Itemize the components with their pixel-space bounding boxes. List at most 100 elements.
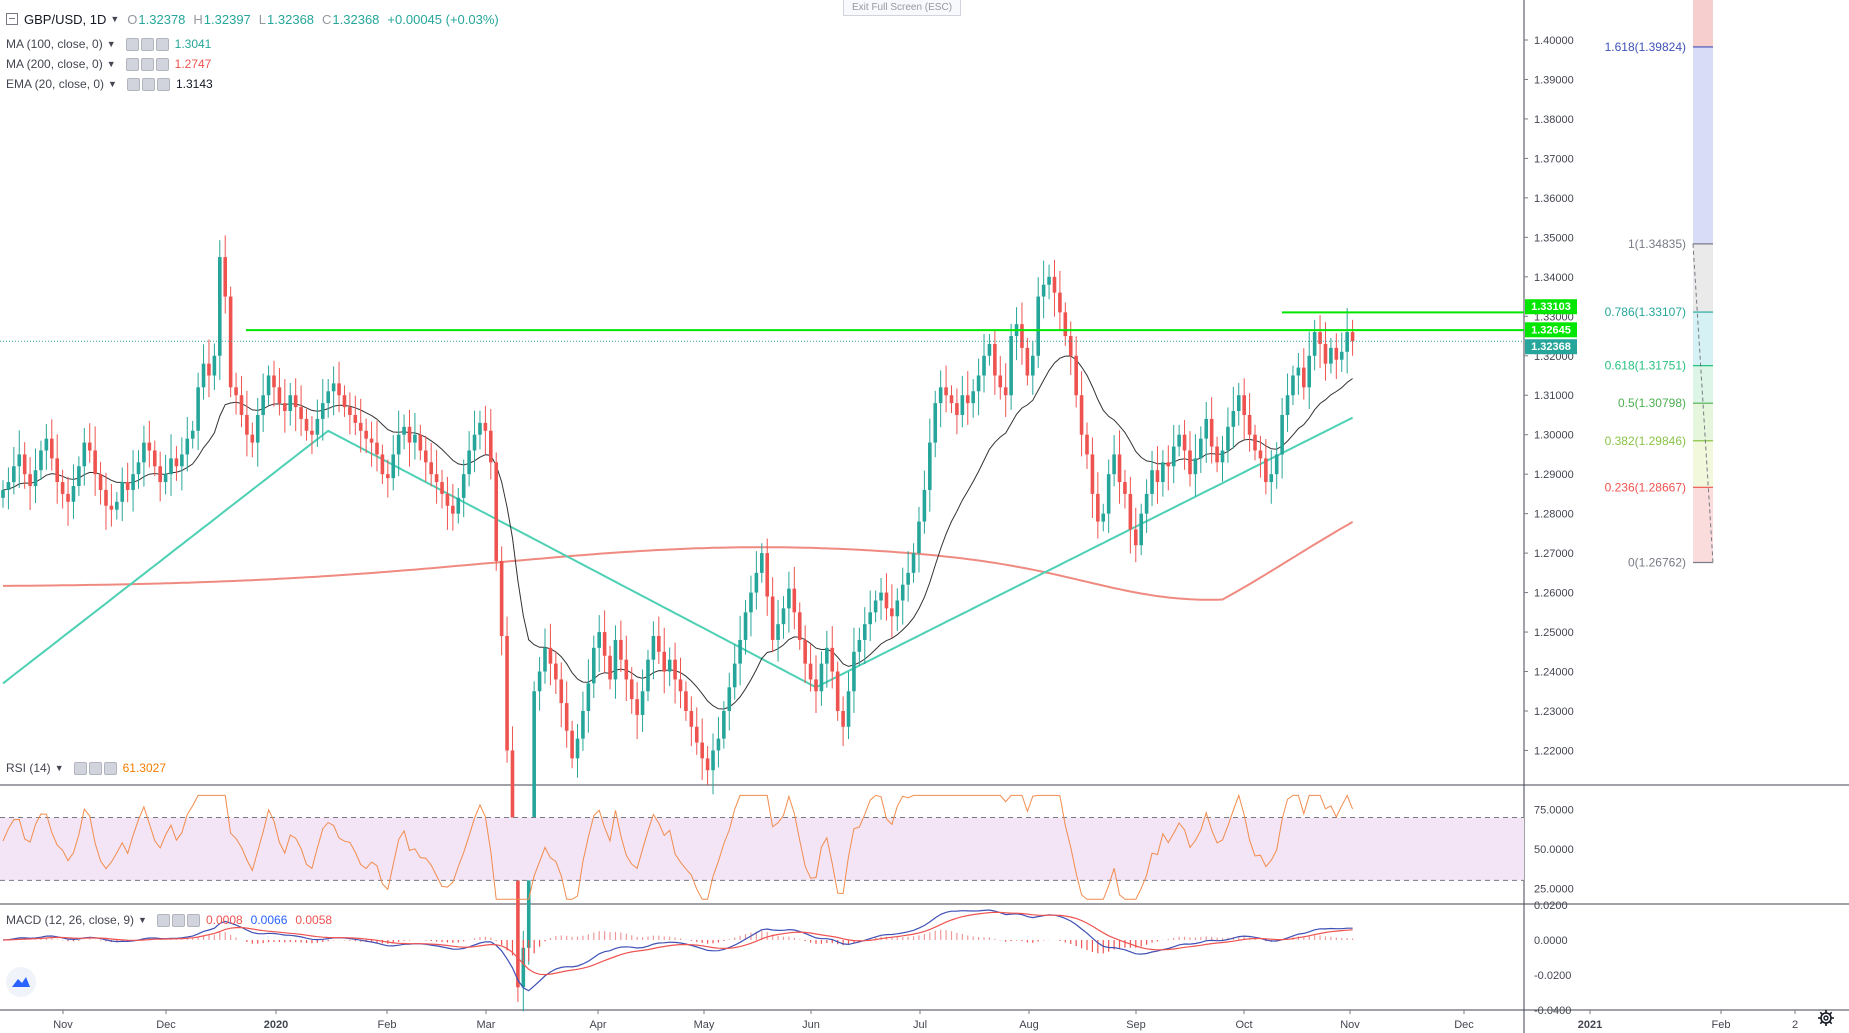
gear-icon[interactable] bbox=[141, 77, 155, 91]
candle-body bbox=[808, 663, 813, 680]
candle-body bbox=[310, 430, 314, 435]
indicator-buttons[interactable] bbox=[125, 37, 169, 51]
candle-body bbox=[1215, 446, 1219, 463]
candle-body bbox=[532, 691, 536, 869]
chevron-down-icon[interactable]: ▼ bbox=[106, 59, 116, 69]
close-icon[interactable] bbox=[103, 761, 117, 775]
candle-body bbox=[1009, 336, 1013, 396]
open-label: O bbox=[127, 11, 138, 27]
eye-icon[interactable] bbox=[156, 913, 170, 927]
tradingview-logo[interactable] bbox=[6, 967, 36, 997]
macd-legend[interactable]: MACD (12, 26, close, 9) ▼ 0.0008 0.0066 … bbox=[6, 911, 332, 929]
candle-body bbox=[819, 663, 824, 692]
candle-body bbox=[1350, 332, 1355, 342]
gear-icon[interactable] bbox=[171, 913, 185, 927]
eye-icon[interactable] bbox=[125, 37, 139, 51]
candle-body bbox=[1204, 418, 1209, 439]
candle-body bbox=[386, 474, 390, 479]
gear-icon[interactable] bbox=[88, 761, 102, 775]
fib-zone bbox=[1693, 403, 1713, 441]
indicator-buttons[interactable] bbox=[156, 913, 200, 927]
rsi-band bbox=[0, 817, 1524, 881]
candle-body bbox=[862, 624, 867, 640]
candle-body bbox=[917, 521, 921, 554]
rsi-legend[interactable]: RSI (14) ▼ 61.3027 bbox=[6, 759, 166, 777]
close-value: 1.32368 bbox=[332, 11, 380, 27]
chevron-down-icon[interactable]: ▼ bbox=[108, 79, 117, 89]
candle-body bbox=[261, 395, 265, 415]
close-icon[interactable] bbox=[155, 57, 169, 71]
indicator-buttons[interactable] bbox=[125, 57, 169, 71]
candle-body bbox=[1171, 446, 1176, 467]
candle-body bbox=[933, 403, 938, 443]
candle-body bbox=[993, 343, 997, 376]
price-tag-label: 1.32645 bbox=[1531, 324, 1571, 336]
time-tick-label: Jul bbox=[913, 1019, 927, 1031]
candle-body bbox=[982, 355, 986, 376]
candle-body bbox=[629, 679, 634, 700]
rsi-tick-label: 50.0000 bbox=[1534, 844, 1574, 856]
candle-body bbox=[228, 296, 233, 388]
candle-body bbox=[1025, 347, 1030, 376]
candle-body bbox=[884, 592, 889, 609]
indicator-label[interactable]: MA (200, close, 0) bbox=[6, 57, 103, 71]
eye-icon[interactable] bbox=[126, 77, 140, 91]
candle-body bbox=[976, 375, 981, 392]
candle-body bbox=[196, 387, 200, 431]
settings-gear-icon[interactable] bbox=[1817, 1009, 1835, 1027]
chevron-down-icon[interactable]: ▼ bbox=[106, 39, 116, 49]
chevron-down-icon[interactable]: ▼ bbox=[110, 14, 120, 24]
indicator-buttons[interactable] bbox=[73, 761, 117, 775]
indicator-label[interactable]: EMA (20, close, 0) bbox=[6, 77, 105, 91]
candle-body bbox=[499, 561, 504, 636]
gear-icon[interactable] bbox=[140, 57, 154, 71]
candle-body bbox=[1307, 355, 1312, 388]
candle-body bbox=[1133, 529, 1138, 546]
eye-icon[interactable] bbox=[125, 57, 139, 71]
candle-body bbox=[272, 375, 276, 388]
candle-body bbox=[142, 442, 146, 463]
macd-label[interactable]: MACD (12, 26, close, 9) bbox=[6, 913, 135, 927]
chevron-down-icon[interactable]: ▼ bbox=[54, 763, 64, 773]
indicator-legend-ma200[interactable]: MA (200, close, 0) ▼ 1.2747 bbox=[6, 55, 211, 73]
chevron-down-icon[interactable]: ▼ bbox=[138, 915, 147, 925]
rsi-line bbox=[2, 793, 1354, 900]
candle-body bbox=[1139, 513, 1143, 546]
candle-body bbox=[1193, 458, 1198, 475]
candle-body bbox=[451, 505, 455, 514]
collapse-icon[interactable] bbox=[6, 13, 18, 25]
indicator-legend-ema20[interactable]: EMA (20, close, 0) ▼ 1.3143 bbox=[6, 75, 213, 93]
price-tag bbox=[1525, 322, 1577, 338]
time-tick-label: 2020 bbox=[264, 1019, 288, 1031]
candle-body bbox=[109, 505, 114, 510]
candle-body bbox=[602, 632, 607, 656]
candle-body bbox=[180, 454, 184, 467]
candle-body bbox=[82, 442, 87, 467]
indicator-legend-ma100[interactable]: MA (100, close, 0) ▼ 1.3041 bbox=[6, 35, 211, 53]
exit-fullscreen-button[interactable]: Exit Full Screen (ESC) bbox=[843, 0, 962, 16]
candle-body bbox=[738, 639, 742, 664]
eye-icon[interactable] bbox=[73, 761, 87, 775]
rsi-label[interactable]: RSI (14) bbox=[6, 761, 51, 775]
close-icon[interactable] bbox=[186, 913, 200, 927]
price-tick-label: 1.25000 bbox=[1534, 627, 1574, 639]
price-tick-label: 1.40000 bbox=[1534, 35, 1574, 47]
change-value: +0.00045 (+0.03%) bbox=[387, 11, 499, 27]
candle-body bbox=[445, 493, 450, 506]
gear-icon[interactable] bbox=[140, 37, 154, 51]
candle-body bbox=[190, 430, 195, 439]
fib-zone bbox=[1693, 365, 1713, 404]
candle-body bbox=[218, 257, 222, 356]
candle-body bbox=[928, 442, 932, 490]
close-icon[interactable] bbox=[156, 77, 170, 91]
ma100-line bbox=[2, 416, 1354, 689]
candle-body bbox=[17, 454, 22, 467]
symbol-title[interactable]: GBP/USD, 1D bbox=[24, 11, 107, 27]
candle-body bbox=[971, 391, 975, 404]
candle-body bbox=[169, 458, 173, 475]
indicator-buttons[interactable] bbox=[126, 77, 170, 91]
close-icon[interactable] bbox=[155, 37, 169, 51]
indicator-label[interactable]: MA (100, close, 0) bbox=[6, 37, 103, 51]
candle-body bbox=[646, 659, 650, 692]
